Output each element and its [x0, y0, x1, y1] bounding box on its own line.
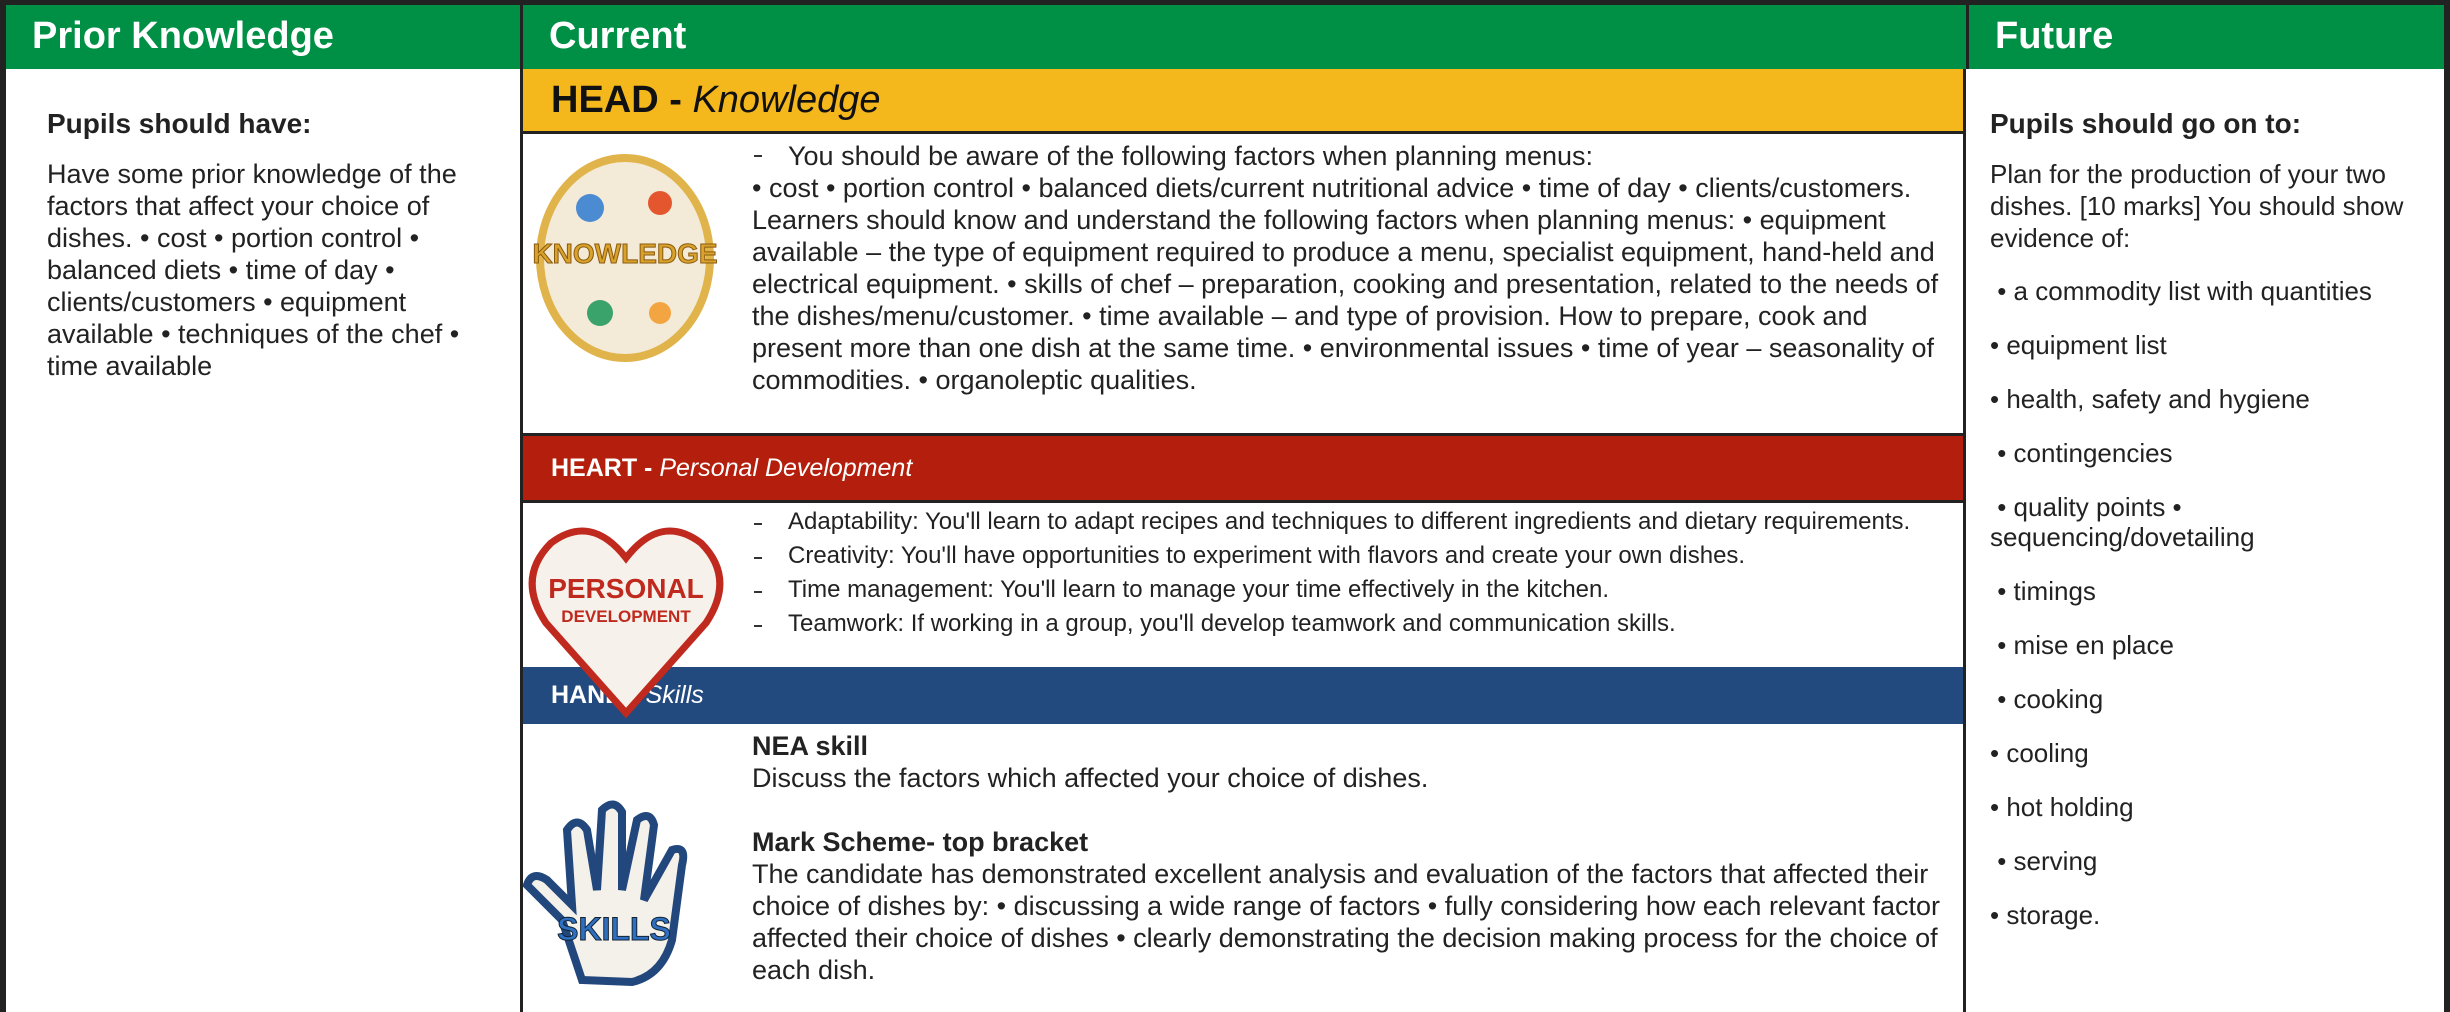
item-text: Teamwork: If working in a group, you'll … — [788, 610, 1676, 637]
divider — [1963, 69, 1966, 1012]
icon-shape — [648, 191, 672, 215]
column-header: Current — [520, 5, 1966, 69]
hand-content: NEA skill Discuss the factors which affe… — [752, 730, 1952, 986]
list-item: Creativity: You'll have opportunities to… — [752, 542, 1952, 570]
future-list: • a commodity list with quantities • equi… — [1990, 276, 2440, 930]
prior-panel: Pupils should have: Have some prior know… — [47, 108, 487, 382]
subtitle: Pupils should have: — [47, 108, 312, 139]
heart-content: Adaptability: You'll learn to adapt reci… — [752, 508, 1952, 644]
icon-label: SKILLS — [557, 911, 671, 947]
item-text: Adaptability: You'll learn to adapt reci… — [788, 508, 1911, 535]
item-text: Time management: You'll learn to manage … — [788, 576, 1610, 603]
icon-label: PERSONAL — [548, 573, 704, 604]
icon-shape — [522, 800, 688, 987]
column-header: Prior Knowledge — [6, 5, 520, 69]
heading: Mark Scheme- top bracket — [752, 827, 1089, 857]
head-band: HEAD - Knowledge — [523, 69, 1963, 134]
list-item: • timings — [1990, 576, 2096, 606]
list-item: Time management: You'll learn to manage … — [752, 576, 1952, 604]
list-item: • health, safety and hygiene — [1990, 384, 2310, 414]
paragraph: Plan for the production of your two dish… — [1990, 159, 2404, 253]
list-item: • mise en place — [1990, 630, 2174, 660]
icon-shape — [649, 302, 671, 324]
icon-shape — [587, 300, 613, 326]
list-item: • quality points • sequencing/dovetailin… — [1990, 492, 2255, 552]
icon-label: DEVELOPMENT — [561, 607, 691, 626]
band-sublabel: Personal Development — [659, 453, 913, 482]
subtitle: Pupils should go on to: — [1990, 108, 2302, 139]
head-intro-list: You should be aware of the following fac… — [752, 140, 1957, 172]
item-text: Creativity: You'll have opportunities to… — [788, 542, 1746, 569]
future-panel: Pupils should go on to: Plan for the pro… — [1990, 108, 2440, 954]
icon-label: KNOWLEDGE — [532, 238, 717, 269]
band-label: HEAD - — [551, 78, 682, 121]
heart-band: HEART - Personal Development — [523, 433, 1963, 503]
item-text: You should be aware of the following fac… — [788, 141, 1594, 171]
icon-shape — [576, 194, 604, 222]
paragraph: • cost • portion control • balanced diet… — [752, 173, 1939, 395]
list-item: • cooling — [1990, 738, 2089, 768]
list-item: • serving — [1990, 846, 2098, 876]
hand-band: HAND - Skills — [523, 667, 1963, 724]
list-item: • cooking — [1990, 684, 2104, 714]
personal-development-icon: PERSONAL DEVELOPMENT — [528, 527, 724, 718]
head-content: You should be aware of the following fac… — [752, 140, 1957, 396]
list-item: Adaptability: You'll learn to adapt reci… — [752, 508, 1952, 536]
list-item: You should be aware of the following fac… — [752, 140, 1957, 172]
paragraph: Have some prior knowledge of the factors… — [47, 159, 460, 381]
band-sublabel: Skills — [645, 681, 704, 709]
band-label: HEART - — [551, 453, 653, 482]
list-item: • equipment list — [1990, 330, 2167, 360]
list-item: • hot holding — [1990, 792, 2134, 822]
column-header: Future — [1966, 5, 2444, 69]
heart-list: Adaptability: You'll learn to adapt reci… — [752, 508, 1952, 638]
list-item: • storage. — [1990, 900, 2101, 930]
divider — [520, 69, 523, 1012]
paragraph: Discuss the factors which affected your … — [752, 763, 1429, 793]
list-item: • contingencies — [1990, 438, 2173, 468]
list-item: Teamwork: If working in a group, you'll … — [752, 610, 1952, 638]
icon-shape — [528, 527, 724, 718]
list-item: • a commodity list with quantities — [1990, 276, 2372, 306]
heading: NEA skill — [752, 731, 869, 761]
paragraph: The candidate has demonstrated excellent… — [752, 859, 1941, 985]
knowledge-icon: KNOWLEDGE — [532, 154, 718, 362]
band-sublabel: Knowledge — [692, 78, 881, 121]
skills-icon: SKILLS — [522, 800, 688, 987]
